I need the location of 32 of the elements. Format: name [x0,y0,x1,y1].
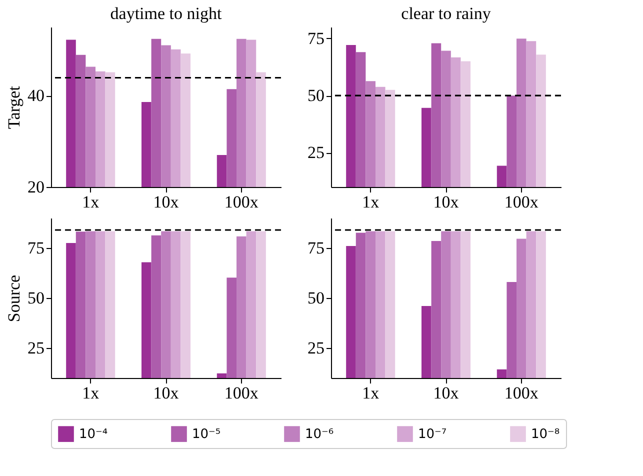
x-tick-label: 100x [224,384,259,402]
x-tick-label: 100x [224,192,259,212]
legend-label: 10⁻⁸ [531,427,560,442]
x-tick-label: 10x [433,192,460,212]
y-tick-label: 25 [308,338,324,358]
y-tick-label: 50 [28,288,44,308]
y-tick-label: 75 [28,238,44,258]
x-tick-label: 10x [153,384,180,402]
x-tick-label: 1x [362,384,380,402]
y-tick-label: 20 [28,178,44,196]
y-axis-title: Source [4,274,24,322]
x-tick-label: 10x [433,384,460,402]
y-tick-label: 40 [28,86,44,106]
legend-label: 10⁻⁵ [192,427,221,442]
y-axis-title: Target [4,86,24,129]
y-tick-label: 75 [308,28,324,48]
legend-label: 10⁻⁶ [305,427,334,442]
x-tick-label: 10x [153,192,180,212]
y-tick-label: 75 [308,238,324,258]
x-tick-label: 1x [82,192,100,212]
chart-title: clear to rainy [401,4,492,23]
y-tick-label: 50 [308,86,324,106]
legend-label: 10⁻⁴ [79,427,108,442]
y-tick-label: 25 [308,143,324,162]
x-tick-label: 1x [362,192,380,212]
x-tick-label: 100x [504,192,539,212]
x-tick-label: 100x [504,384,539,402]
legend-label: 10⁻⁷ [418,427,447,442]
chart-title: daytime to night [110,4,222,23]
x-tick-label: 1x [82,384,100,402]
y-tick-label: 50 [308,288,324,308]
y-tick-label: 25 [28,338,44,358]
